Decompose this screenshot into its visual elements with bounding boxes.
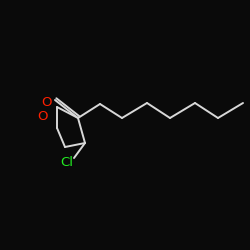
- Text: Cl: Cl: [60, 156, 74, 168]
- Text: O: O: [41, 96, 51, 110]
- Text: O: O: [38, 110, 48, 122]
